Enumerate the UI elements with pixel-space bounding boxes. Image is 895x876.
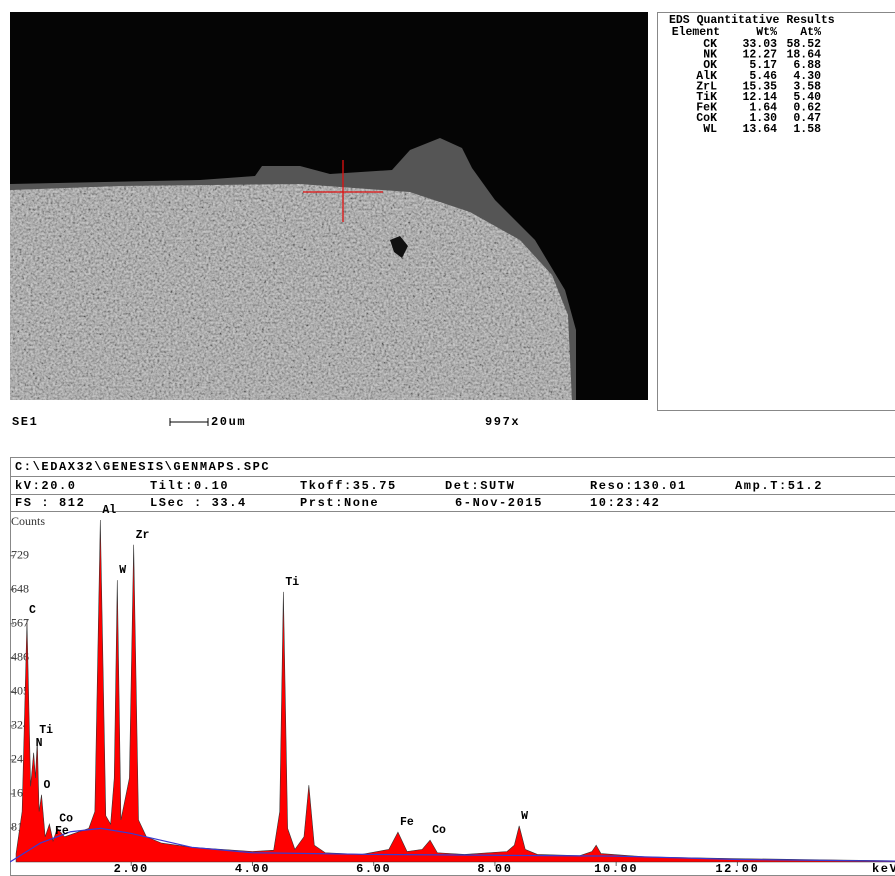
y-tick-label: 648: [11, 581, 29, 595]
y-tick-label: 729: [11, 547, 29, 561]
peak-label: Al: [102, 504, 116, 517]
header-field: Reso:130.01: [590, 479, 687, 493]
peak-label: Co: [432, 824, 446, 837]
header-field: FS : 812: [15, 496, 85, 510]
header-field: Tkoff:35.75: [300, 479, 397, 493]
spectrum-area: [16, 520, 895, 862]
peak-label: N: [36, 737, 43, 750]
peak-label: C: [29, 604, 36, 617]
x-tick-label: 8.00: [477, 862, 512, 876]
x-tick-label: 2.00: [114, 862, 149, 876]
peak-label: O: [44, 779, 51, 792]
table-cell: 1.58: [793, 123, 821, 136]
header-field: 6-Nov-2015: [455, 496, 543, 510]
x-tick-label: 12.00: [715, 862, 759, 876]
detector: SE1: [12, 415, 38, 429]
peak-label: Co: [59, 812, 73, 825]
file-path: C:\EDAX32\GENESIS\GENMAPS.SPC: [15, 460, 270, 474]
y-tick-label: 567: [11, 616, 29, 630]
scale-label: 20um: [211, 415, 246, 429]
x-tick-label: 6.00: [356, 862, 391, 876]
peak-label: Ti: [39, 724, 53, 737]
header-field: LSec : 33.4: [150, 496, 247, 510]
peak-label: Fe: [55, 825, 69, 838]
peak-label: Ti: [285, 576, 299, 589]
header-field: Amp.T:51.2: [735, 479, 823, 493]
peak-label: W: [521, 810, 528, 823]
magnification: 997x: [485, 415, 520, 429]
header-field: Tilt:0.10: [150, 479, 229, 493]
table-cell: 13.64: [742, 123, 777, 136]
x-axis-label: keV: [872, 862, 895, 876]
page: SE1 20um 997x EDS Quantitative Results E…: [0, 0, 895, 876]
x-tick-label: 4.00: [235, 862, 270, 876]
header-field: Prst:None: [300, 496, 379, 510]
header-field: kV:20.0: [15, 479, 77, 493]
x-tick-label: 10.00: [594, 862, 638, 876]
header-field: Det:SUTW: [445, 479, 515, 493]
header-field: 10:23:42: [590, 496, 660, 510]
spectrum-frame: [11, 458, 895, 876]
peak-label: Fe: [400, 816, 414, 829]
table-cell: WL: [703, 123, 717, 136]
peak-label: Zr: [136, 529, 150, 542]
peak-label: W: [119, 564, 126, 577]
y-axis-label: Counts: [11, 514, 45, 528]
